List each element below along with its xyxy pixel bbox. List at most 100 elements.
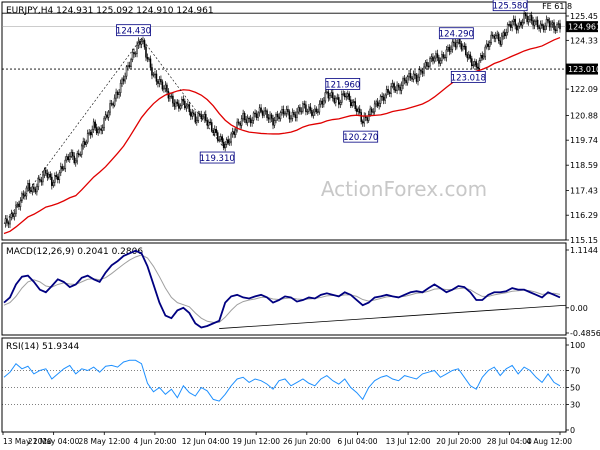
candle-body bbox=[500, 35, 503, 45]
candle-body bbox=[354, 101, 357, 109]
candle-body bbox=[441, 54, 443, 61]
x-tick-label: 4 Jun 20:00 bbox=[133, 437, 176, 446]
candle-body bbox=[263, 110, 265, 116]
candle-body bbox=[143, 40, 146, 48]
candle-body bbox=[154, 73, 156, 76]
price-annotation-label: 120.270 bbox=[343, 133, 378, 143]
candle-body bbox=[326, 91, 328, 93]
candle-body bbox=[13, 213, 16, 217]
candle-body bbox=[203, 114, 206, 118]
candle-body bbox=[227, 139, 229, 144]
candle-body bbox=[433, 57, 436, 62]
candle-body bbox=[526, 15, 528, 23]
candle-body bbox=[61, 166, 64, 170]
rsi-line bbox=[3, 359, 561, 402]
candle-body bbox=[33, 186, 35, 190]
candle-body bbox=[125, 66, 128, 77]
candle-body bbox=[430, 56, 433, 59]
candle-body bbox=[444, 57, 446, 59]
price-panel: ActionForex.com EURJPY,H4 124.931 125.09… bbox=[1, 0, 600, 245]
candle-body bbox=[308, 106, 310, 112]
candle-body bbox=[91, 129, 93, 136]
candle-body bbox=[95, 127, 98, 134]
candle-body bbox=[536, 19, 539, 28]
candle-body bbox=[421, 70, 424, 74]
candle-body bbox=[532, 20, 534, 26]
candle-body bbox=[333, 97, 336, 103]
price-annotation-box bbox=[450, 70, 486, 83]
candle-body bbox=[106, 114, 108, 118]
candle-body bbox=[518, 21, 521, 27]
candle-body bbox=[344, 93, 346, 98]
price-annotation-label: 119.310 bbox=[200, 154, 235, 164]
candle-body bbox=[462, 45, 464, 50]
candle-body bbox=[305, 104, 307, 112]
x-tick-label: 13 May 2020 bbox=[3, 437, 52, 446]
candle-body bbox=[285, 109, 288, 114]
candle-body bbox=[300, 110, 303, 113]
candle-body bbox=[205, 114, 207, 121]
x-tick-label: 28 May 12:00 bbox=[79, 437, 131, 446]
candle-body bbox=[490, 34, 493, 43]
candle-body bbox=[54, 175, 56, 183]
candle-body bbox=[221, 136, 223, 143]
candle-body bbox=[185, 105, 188, 109]
candle-body bbox=[373, 103, 376, 113]
candle-body bbox=[388, 92, 391, 94]
candle-body bbox=[246, 117, 249, 123]
candle-body bbox=[70, 151, 73, 157]
candle-body bbox=[242, 113, 244, 120]
candle-body bbox=[556, 24, 558, 32]
x-tick-label: 20 Jul 20:00 bbox=[436, 437, 481, 446]
candle-body bbox=[505, 31, 507, 37]
candle-body bbox=[188, 104, 191, 113]
candle-body bbox=[28, 183, 31, 191]
candle-body bbox=[94, 121, 96, 128]
candle-body bbox=[484, 46, 487, 57]
candle-body bbox=[523, 13, 525, 23]
candle-body bbox=[485, 43, 488, 48]
candle-body bbox=[469, 54, 472, 59]
candle-body bbox=[27, 183, 29, 189]
candle-body bbox=[202, 116, 204, 120]
x-tick-label: 13 Jul 12:00 bbox=[386, 437, 431, 446]
candle-body bbox=[287, 109, 289, 112]
candle-body bbox=[52, 182, 55, 186]
price-annotation-box bbox=[438, 27, 474, 40]
price-y-tick-label: 119.74 bbox=[570, 136, 598, 145]
candle-body bbox=[352, 101, 355, 103]
candle-body bbox=[432, 56, 434, 62]
candle-body bbox=[414, 73, 416, 76]
candle-body bbox=[367, 114, 370, 121]
price-annotation-label: 123.018 bbox=[451, 73, 486, 83]
candle-body bbox=[248, 117, 250, 120]
candle-body bbox=[63, 168, 65, 170]
candle-body bbox=[37, 178, 40, 188]
price-y-tick-label: 116.29 bbox=[570, 211, 598, 220]
candle-body bbox=[251, 119, 253, 124]
candle-body bbox=[399, 86, 401, 91]
candle-body bbox=[517, 25, 519, 31]
candle-body bbox=[541, 23, 543, 26]
candle-body bbox=[417, 76, 419, 82]
candle-body bbox=[74, 160, 77, 164]
candle-body bbox=[445, 49, 448, 58]
candle-body bbox=[92, 121, 95, 130]
candle-body bbox=[184, 100, 186, 109]
candle-body bbox=[488, 42, 491, 47]
candle-body bbox=[79, 154, 81, 156]
candle-body bbox=[39, 178, 41, 181]
candle-body bbox=[542, 25, 545, 31]
candle-body bbox=[100, 128, 102, 131]
candle-body bbox=[351, 102, 354, 107]
candle-body bbox=[296, 111, 298, 119]
candle-body bbox=[175, 101, 177, 107]
candle-body bbox=[509, 24, 512, 28]
price-y-tick-label: 122.09 bbox=[570, 85, 598, 94]
rsi-panel-title: RSI(14) 51.9344 bbox=[6, 342, 79, 352]
candle-body bbox=[402, 78, 404, 86]
candle-body bbox=[110, 103, 113, 105]
candle-body bbox=[82, 141, 84, 147]
candle-body bbox=[216, 132, 219, 141]
candle-body bbox=[320, 100, 322, 105]
